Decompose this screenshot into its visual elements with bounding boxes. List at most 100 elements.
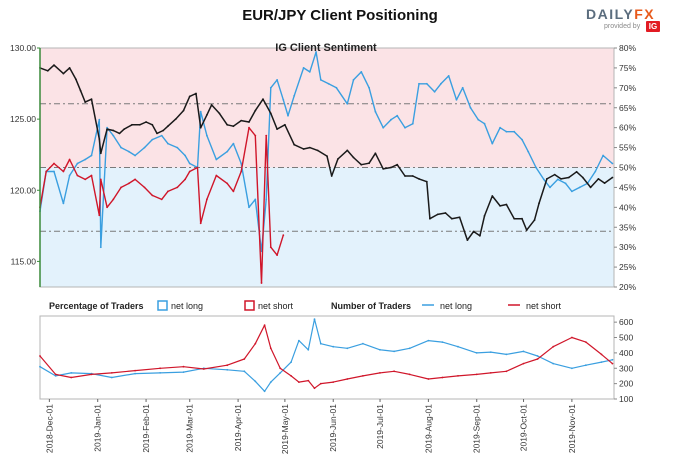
net-short-pct-point-26: [226, 182, 229, 185]
net-long-pct-point-12: [120, 146, 122, 149]
price-point-21: [167, 125, 169, 128]
net-short-count-point-10: [243, 358, 246, 360]
percent-tick-label-7: 55%: [619, 143, 636, 153]
net-short-count-line: [39, 324, 613, 389]
net-short-count-point-33: [536, 358, 539, 360]
net-short-pct-point-29: [248, 126, 250, 129]
net-short-count-point-29: [475, 373, 478, 376]
price-point-25: [195, 92, 197, 95]
net-short-count-point-36: [585, 341, 587, 343]
count-tick-label-2: 300: [619, 363, 633, 373]
percent-tick-label-2: 30%: [619, 242, 636, 252]
net-long-pct-point-74: [564, 182, 567, 185]
net-short-pct-point-31: [260, 282, 263, 284]
net-long-pct-point-60: [461, 86, 464, 89]
trader-count-panel-frame: [39, 315, 615, 400]
net-short-pct-point-2: [53, 162, 55, 165]
price-point-3: [62, 72, 65, 75]
date-tick-label-11: 2019-Nov-01: [567, 404, 577, 453]
net-long-count-line: [39, 318, 613, 392]
price-point-9: [98, 138, 101, 140]
net-long-count-point-34: [552, 362, 555, 365]
net-short-pct-point-5: [76, 174, 79, 177]
price-point-67: [491, 195, 494, 197]
net-long-pct-point-44: [346, 102, 349, 105]
net-long-pct-point-55: [425, 82, 428, 85]
percent-tick-label-9: 65%: [619, 103, 636, 113]
price-point-84: [611, 176, 614, 179]
date-tick-label-1: 2019-Jan-01: [93, 404, 103, 452]
net-long-count-point-7: [182, 371, 185, 373]
net-long-count-point-5: [134, 372, 137, 375]
net-short-pct-point-8: [98, 214, 101, 217]
price-point-31: [232, 125, 235, 128]
net-long-pct-point-53: [411, 122, 414, 125]
net-long-pct-point-20: [184, 154, 187, 157]
price-point-65: [479, 234, 481, 237]
net-long-count-point-1: [54, 375, 57, 377]
net-long-pct-point-70: [535, 166, 537, 169]
net-long-count-series: [39, 318, 614, 393]
net-long-count-point-15: [290, 361, 292, 363]
net-long-count-point-21: [346, 347, 349, 350]
price-point-11: [106, 128, 108, 131]
price-point-76: [553, 173, 556, 176]
net-long-count-point-19: [319, 342, 322, 345]
net-short-pct-point-22: [196, 166, 199, 169]
price-point-80: [581, 176, 584, 179]
price-point-26: [199, 126, 202, 129]
net-long-count-point-23: [379, 348, 381, 351]
net-long-pct-point-18: [167, 142, 169, 145]
dailyfx-logo: DAILYFX provided by IG: [586, 6, 676, 34]
net-short-pct-point-19: [176, 186, 179, 189]
price-point-19: [156, 132, 158, 135]
net-long-pct-point-47: [368, 86, 370, 89]
net-long-count-point-17: [307, 348, 310, 351]
price-point-77: [560, 178, 562, 180]
price-tick-label-2: 125.00: [10, 114, 36, 124]
net-long-pct-point-54: [418, 82, 420, 85]
net-long-pct-point-51: [396, 114, 399, 117]
price-point-8: [90, 98, 93, 101]
price-point-68: [499, 205, 501, 207]
price-point-61: [450, 217, 453, 220]
net-short-count-point-35: [571, 336, 573, 339]
net-long-pct-point-49: [382, 126, 385, 129]
legend-number-title: Number of Traders: [331, 301, 411, 311]
net-long-count-point-12: [263, 390, 266, 393]
price-point-1: [46, 69, 49, 72]
price-point-38: [284, 123, 286, 126]
net-long-count-point-4: [110, 376, 113, 379]
net-long-count-point-29: [475, 352, 478, 354]
legend-percentage-title: Percentage of Traders: [49, 301, 144, 311]
price-point-14: [123, 128, 126, 131]
net-short-count-point-7: [182, 365, 185, 368]
net-short-count-point-19: [319, 382, 322, 385]
net-short-pct-point-9: [99, 178, 102, 181]
count-tick-label-4: 500: [619, 333, 633, 343]
net-short-pct-point-15: [143, 186, 146, 189]
net-long-count-point-38: [611, 358, 614, 361]
net-short-count-point-18: [313, 387, 316, 390]
net-short-count-point-16: [298, 381, 300, 383]
net-long-pct-point-61: [469, 106, 472, 109]
net-long-pct-point-62: [477, 118, 480, 121]
net-long-pct-point-38: [302, 67, 305, 69]
net-long-pct-point-34: [276, 79, 278, 81]
price-point-18: [151, 123, 154, 126]
brand-fx: FX: [634, 6, 656, 22]
net-long-count-point-24: [393, 350, 395, 353]
count-tick-label-0: 100: [619, 394, 633, 404]
net-short-count-point-3: [90, 373, 93, 376]
net-long-pct-point-37: [293, 94, 296, 97]
net-long-count-point-18: [313, 318, 316, 320]
net-long-pct-point-48: [374, 110, 377, 113]
legend-short-label: net short: [258, 301, 294, 311]
net-short-count-point-17: [307, 379, 310, 382]
price-point-72: [525, 229, 528, 232]
price-point-71: [521, 217, 523, 220]
price-point-2: [53, 64, 55, 66]
net-short-count-point-4: [110, 372, 113, 374]
price-point-39: [293, 143, 296, 146]
date-tick-label-6: 2019-Jun-01: [328, 404, 338, 452]
